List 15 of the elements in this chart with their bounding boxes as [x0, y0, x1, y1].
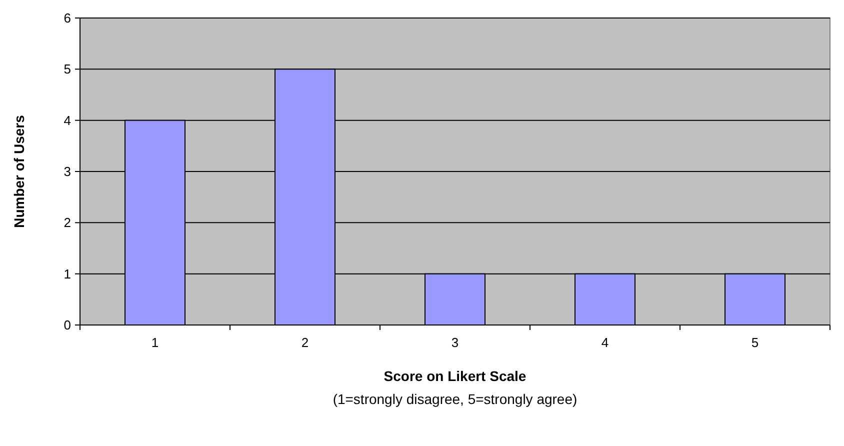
- y-tick-label: 0: [64, 318, 71, 333]
- y-tick-label: 2: [64, 215, 71, 230]
- x-tick-label: 5: [751, 335, 759, 350]
- y-tick-label: 3: [64, 164, 71, 180]
- x-axis-title: Score on Likert Scale: [384, 368, 526, 384]
- x-tick-label: 3: [451, 335, 459, 350]
- y-tick-label: 1: [64, 266, 71, 282]
- x-tick-label: 1: [151, 335, 159, 350]
- text: (1=strongly disagree, 5=strongly agree): [332, 391, 578, 407]
- x-tick-label: 4: [601, 335, 609, 350]
- x-tick-label: 2: [301, 335, 309, 350]
- y-tick-label: 5: [64, 62, 71, 77]
- y-axis-title: Number of Users: [11, 114, 27, 228]
- y-tick-label: 4: [64, 112, 71, 128]
- y-tick-label: 6: [64, 10, 71, 26]
